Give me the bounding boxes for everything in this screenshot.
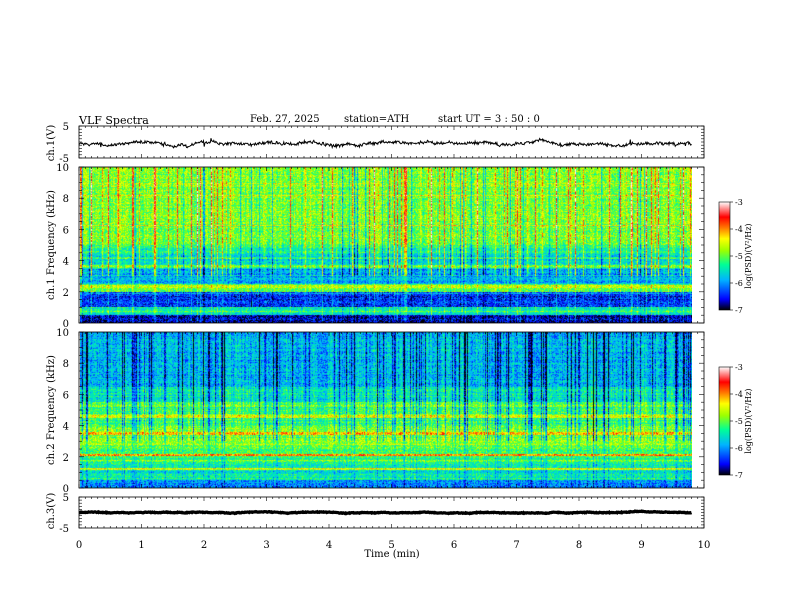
colorbar-tick-label--6: -6 xyxy=(735,444,743,453)
y-tick-label-2: 2 xyxy=(63,453,69,464)
colorbar-tick-label--3: -3 xyxy=(735,198,743,207)
y-tick-label-8: 8 xyxy=(63,359,69,370)
x-tick-label-5: 5 xyxy=(388,540,394,551)
y-tick-label-2: 2 xyxy=(63,288,69,299)
y-tick-label-4: 4 xyxy=(63,422,69,433)
y-tick-label-10: 10 xyxy=(56,163,69,174)
y-tick-label-4: 4 xyxy=(63,257,69,268)
colorbar-2 xyxy=(719,367,730,475)
y-tick-label-8: 8 xyxy=(63,194,69,205)
x-tick-label-2: 2 xyxy=(201,540,207,551)
series-ch1-waveform xyxy=(79,138,692,148)
colorbar-tick-label--7: -7 xyxy=(735,306,743,315)
colorbar-tick-label--5: -5 xyxy=(735,417,743,426)
y-tick-label-top: 5 xyxy=(63,122,69,133)
y-tick-label-bottom: -5 xyxy=(59,524,69,535)
x-tick-label-3: 3 xyxy=(263,540,269,551)
y-tick-label-10: 10 xyxy=(56,328,69,339)
x-tick-label-9: 9 xyxy=(638,540,644,551)
plot-overlay: 5-55-5024681002468100 1 2 3 4 5 6 7 8 9 10-3-4-5-6… xyxy=(0,0,792,612)
colorbar-tick-label--5: -5 xyxy=(735,252,743,261)
x-tick-label-1: 1 xyxy=(138,540,144,551)
y-tick-label-6: 6 xyxy=(63,225,69,236)
panel-frame-3 xyxy=(79,332,704,488)
series-ch3-waveform xyxy=(79,511,692,513)
x-tick-label-0: 0 xyxy=(76,540,82,551)
colorbar-tick-label--3: -3 xyxy=(735,363,743,372)
colorbar-tick-label--4: -4 xyxy=(735,225,743,234)
colorbar-tick-label--6: -6 xyxy=(735,279,743,288)
panel-frame-2 xyxy=(79,167,704,323)
panel-frame-1 xyxy=(79,126,704,158)
x-tick-label-8: 8 xyxy=(576,540,582,551)
colorbar-tick-label--4: -4 xyxy=(735,390,743,399)
x-tick-label-4: 4 xyxy=(326,540,332,551)
y-tick-label-0: 0 xyxy=(63,484,69,495)
y-tick-label-6: 6 xyxy=(63,390,69,401)
colorbar-1 xyxy=(719,202,730,310)
x-tick-label-6: 6 xyxy=(451,540,457,551)
colorbar-tick-label--7: -7 xyxy=(735,471,743,480)
x-tick-label-10: 10 xyxy=(698,540,711,551)
x-tick-label-7: 7 xyxy=(513,540,519,551)
